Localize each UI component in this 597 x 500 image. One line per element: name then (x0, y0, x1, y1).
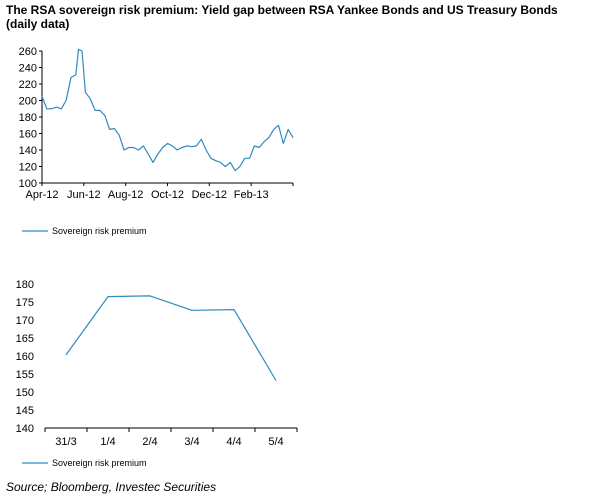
x-tick-label: 31/3 (55, 436, 76, 448)
y-tick-label: 100 (19, 178, 37, 190)
x-tick-label: Oct-12 (151, 189, 184, 201)
y-tick-label: 140 (19, 145, 37, 157)
chart-bottom: 140 145 150 155 160 165 170 175 180 31/3 1/4 2/4 3/4… (16, 279, 298, 468)
y-tick-label: 160 (19, 129, 37, 141)
x-tick-label: 5/4 (268, 436, 283, 448)
x-tick-label: Aug-12 (108, 189, 143, 201)
y-tick-label: 180 (19, 112, 37, 124)
chart-top: 100 120 140 160 180 200 220 240 260 Apr-12 Jun-12 A… (19, 46, 294, 236)
chart-title: The RSA sovereign risk premium: Yield ga… (6, 3, 558, 31)
x-tick-label: Dec-12 (192, 189, 227, 201)
series-line-sovereign-risk-premium (41, 48, 294, 172)
y-tick-label: 175 (16, 297, 34, 309)
legend-label: Sovereign risk premium (52, 458, 147, 468)
y-tick-label: 200 (19, 96, 37, 108)
y-tick-label: 260 (19, 46, 37, 58)
y-tick-label: 240 (19, 63, 37, 75)
series-line-sovereign-risk-premium (65, 295, 277, 381)
x-tick-label: Feb-13 (234, 189, 269, 201)
x-tick-label: 3/4 (184, 436, 199, 448)
x-tick-label: 1/4 (100, 436, 115, 448)
y-tick-label: 145 (16, 405, 34, 417)
x-tick-label: Jun-12 (67, 189, 101, 201)
y-tick-label: 170 (16, 315, 34, 327)
y-tick-label: 150 (16, 387, 34, 399)
legend-label: Sovereign risk premium (52, 226, 147, 236)
x-tick-label: 4/4 (226, 436, 241, 448)
source-note: Source; Bloomberg, Investec Securities (6, 480, 217, 494)
x-tick-label: Apr-12 (25, 189, 58, 201)
y-tick-label: 165 (16, 333, 34, 345)
y-tick-label: 140 (16, 423, 34, 435)
y-tick-label: 180 (16, 279, 34, 291)
y-tick-label: 160 (16, 351, 34, 363)
y-tick-label: 120 (19, 162, 37, 174)
y-tick-label: 155 (16, 369, 34, 381)
x-tick-label: 2/4 (142, 436, 157, 448)
y-tick-label: 220 (19, 79, 37, 91)
